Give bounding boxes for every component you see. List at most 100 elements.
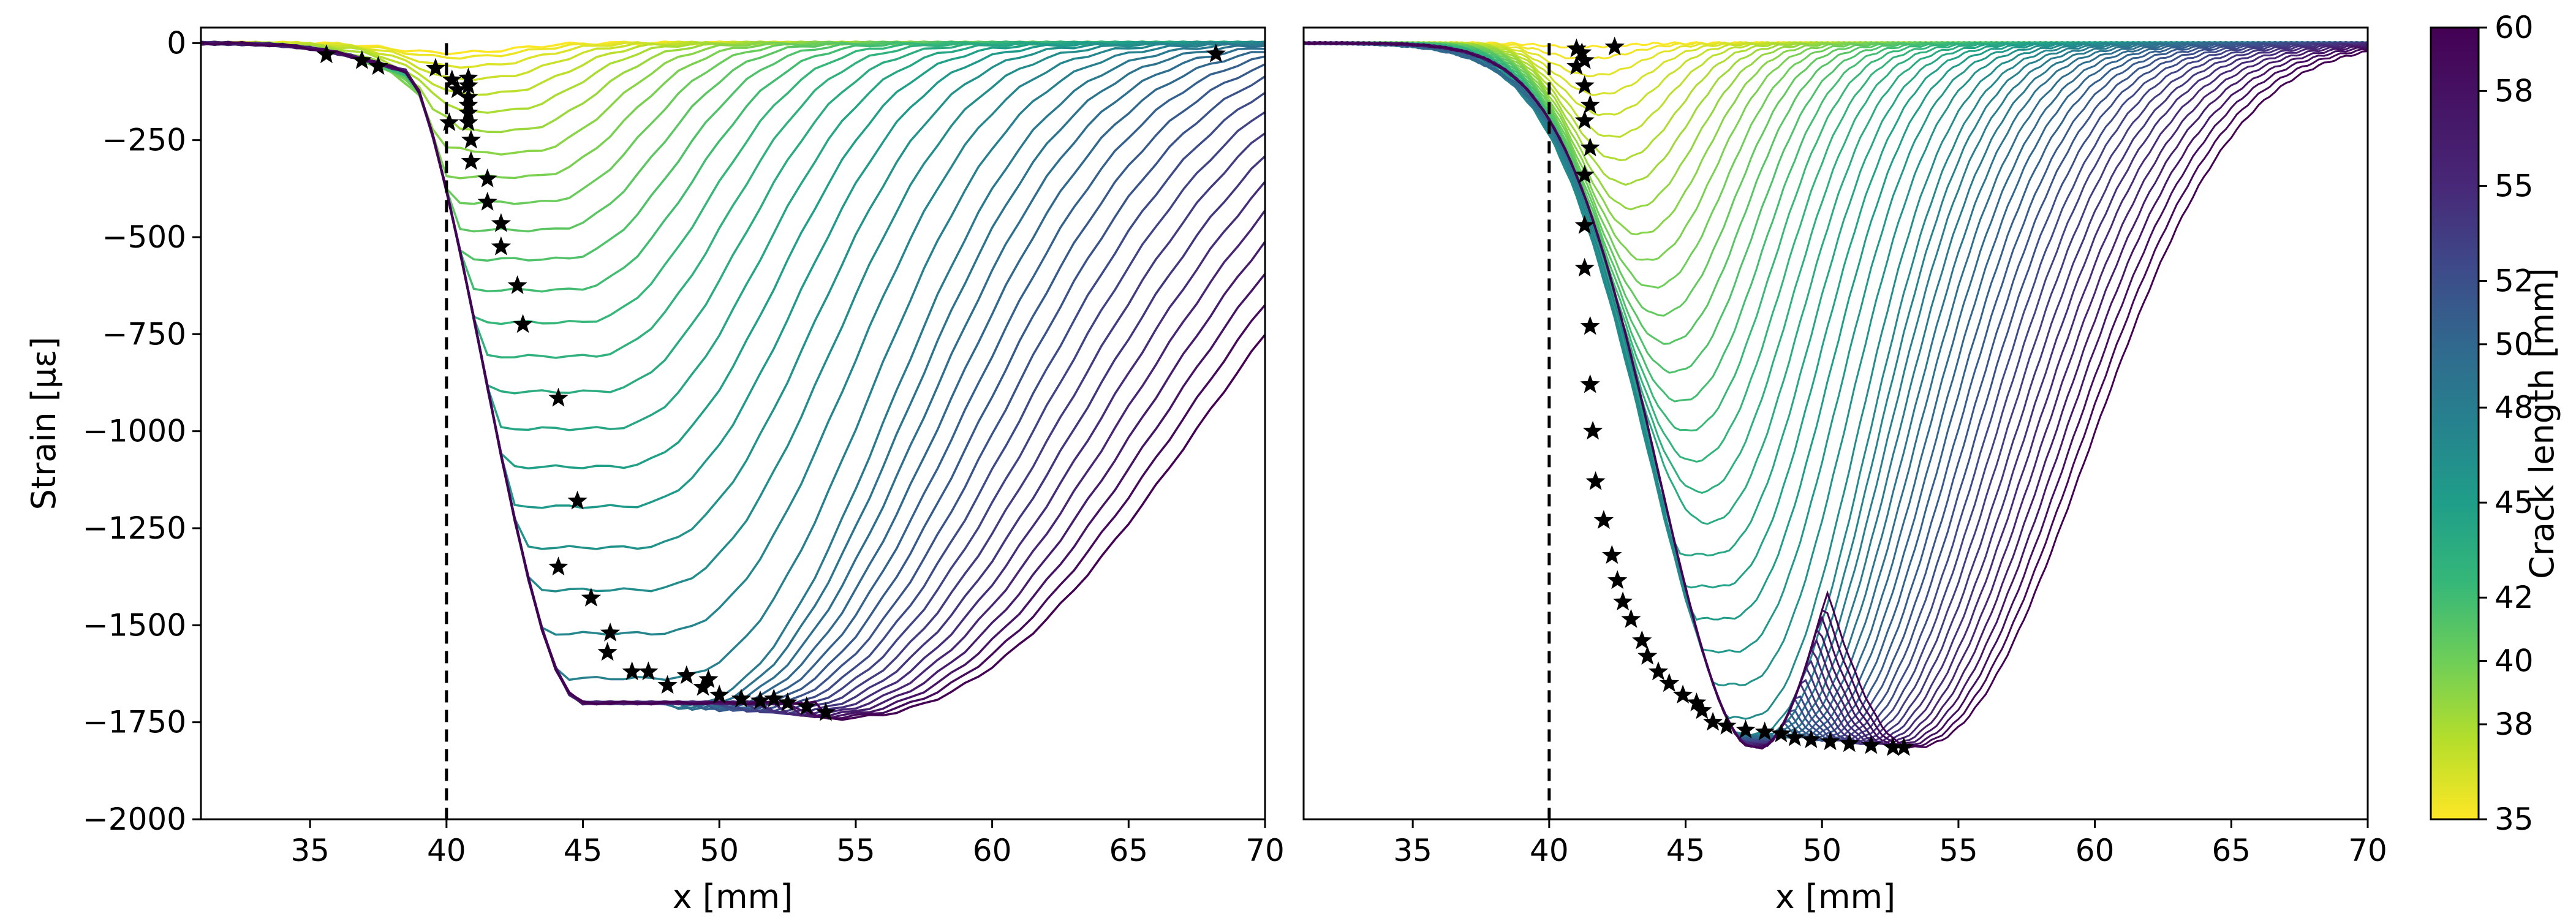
right-crack-tip-marker [1839, 733, 1859, 752]
right-crack-tip-marker [1717, 716, 1737, 735]
right-crack-tip-marker [1580, 316, 1600, 335]
left-crack-tip-marker [796, 696, 817, 716]
left-x-tick-label: 65 [1109, 833, 1148, 868]
right-crack-tip-marker [1754, 721, 1775, 741]
left-strain-curve [201, 40, 1265, 718]
right-crack-tip-marker [1574, 257, 1595, 277]
left-crack-tip-marker [458, 75, 478, 94]
left-crack-tip-marker [622, 661, 642, 681]
right-strain-curve [1304, 40, 2368, 737]
colorbar-ticks: 35 38 40 42 45 48 50 52 55 58 60 [2479, 10, 2534, 837]
left-crack-tip-marker [477, 169, 497, 188]
left-y-tick-label: 0 [167, 25, 186, 61]
left-crack-tip-marker [461, 129, 482, 149]
right-strain-panel: 35 40 45 50 55 60 65 70 x [mm] [1302, 26, 2387, 916]
right-crack-tip-marker [1607, 570, 1628, 589]
right-crack-tip-marker [1566, 56, 1587, 75]
right-x-ticks: 35 40 45 50 55 60 65 70 [1393, 819, 2387, 868]
left-strain-curve [201, 40, 1265, 509]
right-strain-curve [1304, 40, 2368, 738]
right-crack-tip-marker [1801, 729, 1821, 748]
right-crack-tip-marker [1659, 673, 1679, 692]
left-crack-tip-marker [425, 58, 446, 77]
left-y-tick-label: −250 [102, 123, 186, 158]
right-crack-tip-marker [1632, 630, 1652, 650]
left-strain-curve [201, 40, 1265, 96]
left-crack-tip-marker [567, 490, 587, 510]
left-y-axis-label: Strain [με] [25, 337, 63, 510]
right-crack-tip-markers [1566, 36, 1914, 756]
left-crack-tip-marker [764, 688, 784, 708]
right-strain-curve [1304, 40, 2368, 654]
right-x-tick-label: 60 [2076, 833, 2115, 868]
right-crack-tip-marker [1692, 700, 1712, 719]
left-crack-tip-marker [777, 692, 798, 711]
right-strain-curve [1304, 40, 2368, 741]
colorbar-tick-label: 38 [2495, 707, 2534, 742]
left-strain-curve [201, 41, 1265, 720]
right-strain-curve [1304, 40, 2368, 261]
right-strain-curve [1304, 40, 2368, 687]
left-crack-tip-marker [461, 151, 482, 170]
left-x-tick-label: 40 [427, 833, 466, 868]
left-crack-tip-markers [316, 44, 1226, 721]
left-x-ticks: 35 40 45 50 55 60 65 70 [290, 819, 1285, 868]
colorbar-tick-label: 50 [2495, 327, 2534, 362]
right-crack-tip-marker [1580, 137, 1600, 157]
left-crack-tip-marker [458, 112, 478, 131]
right-crack-tip-marker [1574, 110, 1595, 129]
left-y-tick-label: −1750 [83, 705, 186, 740]
left-crack-tip-marker [368, 56, 388, 75]
colorbar-tick-label: 40 [2495, 643, 2534, 679]
left-y-tick-label: −2000 [83, 802, 186, 837]
left-crack-tip-marker [815, 702, 836, 721]
left-x-tick-label: 55 [836, 833, 875, 868]
right-x-tick-label: 70 [2348, 833, 2387, 868]
left-strain-curve [201, 40, 1265, 325]
left-crack-tip-marker [491, 213, 512, 232]
left-curves [201, 40, 1265, 721]
left-strain-curve [201, 40, 1265, 233]
left-x-tick-label: 70 [1245, 833, 1285, 868]
colorbar-gradient [2430, 26, 2480, 821]
right-x-tick-label: 55 [1939, 833, 1978, 868]
right-crack-tip-marker [1602, 545, 1622, 564]
right-crack-tip-marker [1585, 471, 1606, 490]
left-strain-curve [201, 41, 1265, 715]
left-crack-tip-marker [548, 556, 568, 576]
right-strain-curve [1304, 40, 2368, 374]
right-crack-tip-marker [1672, 684, 1693, 704]
left-crack-tip-marker [447, 79, 467, 99]
right-crack-tip-marker [1574, 75, 1595, 94]
right-strain-curve [1304, 41, 2368, 749]
left-y-ticks: 0 −250 −500 −750 −1000 −1250 −1500 −1750 −2000 [83, 25, 201, 837]
right-crack-tip-marker [1883, 737, 1903, 756]
right-x-tick-label: 65 [2212, 833, 2251, 868]
right-curves [1304, 40, 2368, 750]
right-strain-curve [1304, 40, 2368, 741]
left-crack-tip-marker [731, 688, 751, 708]
left-strain-curve [201, 40, 1265, 717]
right-crack-tip-marker [1736, 719, 1756, 739]
right-strain-curve [1304, 40, 2368, 162]
left-crack-tip-marker [698, 669, 719, 688]
left-crack-tip-marker [657, 675, 678, 694]
right-crack-tip-marker [1771, 723, 1791, 743]
left-crack-tip-marker [750, 690, 771, 710]
right-x-tick-label: 40 [1530, 833, 1569, 868]
left-strain-panel: 35 40 45 50 55 60 65 70 0 −250 −500 −750 −1000 −1250… [25, 25, 1285, 916]
left-strain-curve [201, 40, 1265, 681]
left-crack-tip-marker [548, 387, 568, 407]
right-strain-curve [1304, 40, 2368, 494]
left-strain-curve [201, 40, 1265, 719]
left-y-tick-label: −1000 [83, 414, 186, 449]
right-strain-curve [1304, 41, 2368, 749]
colorbar-tick-label: 35 [2495, 802, 2534, 837]
left-strain-curve [201, 40, 1265, 431]
left-crack-tip-marker [477, 192, 497, 211]
right-x-tick-label: 45 [1666, 833, 1705, 868]
colorbar-tick-label: 58 [2495, 73, 2534, 108]
left-crack-tip-marker [676, 665, 697, 684]
right-crack-tip-marker [1702, 711, 1723, 731]
left-crack-tip-marker [1206, 44, 1226, 63]
